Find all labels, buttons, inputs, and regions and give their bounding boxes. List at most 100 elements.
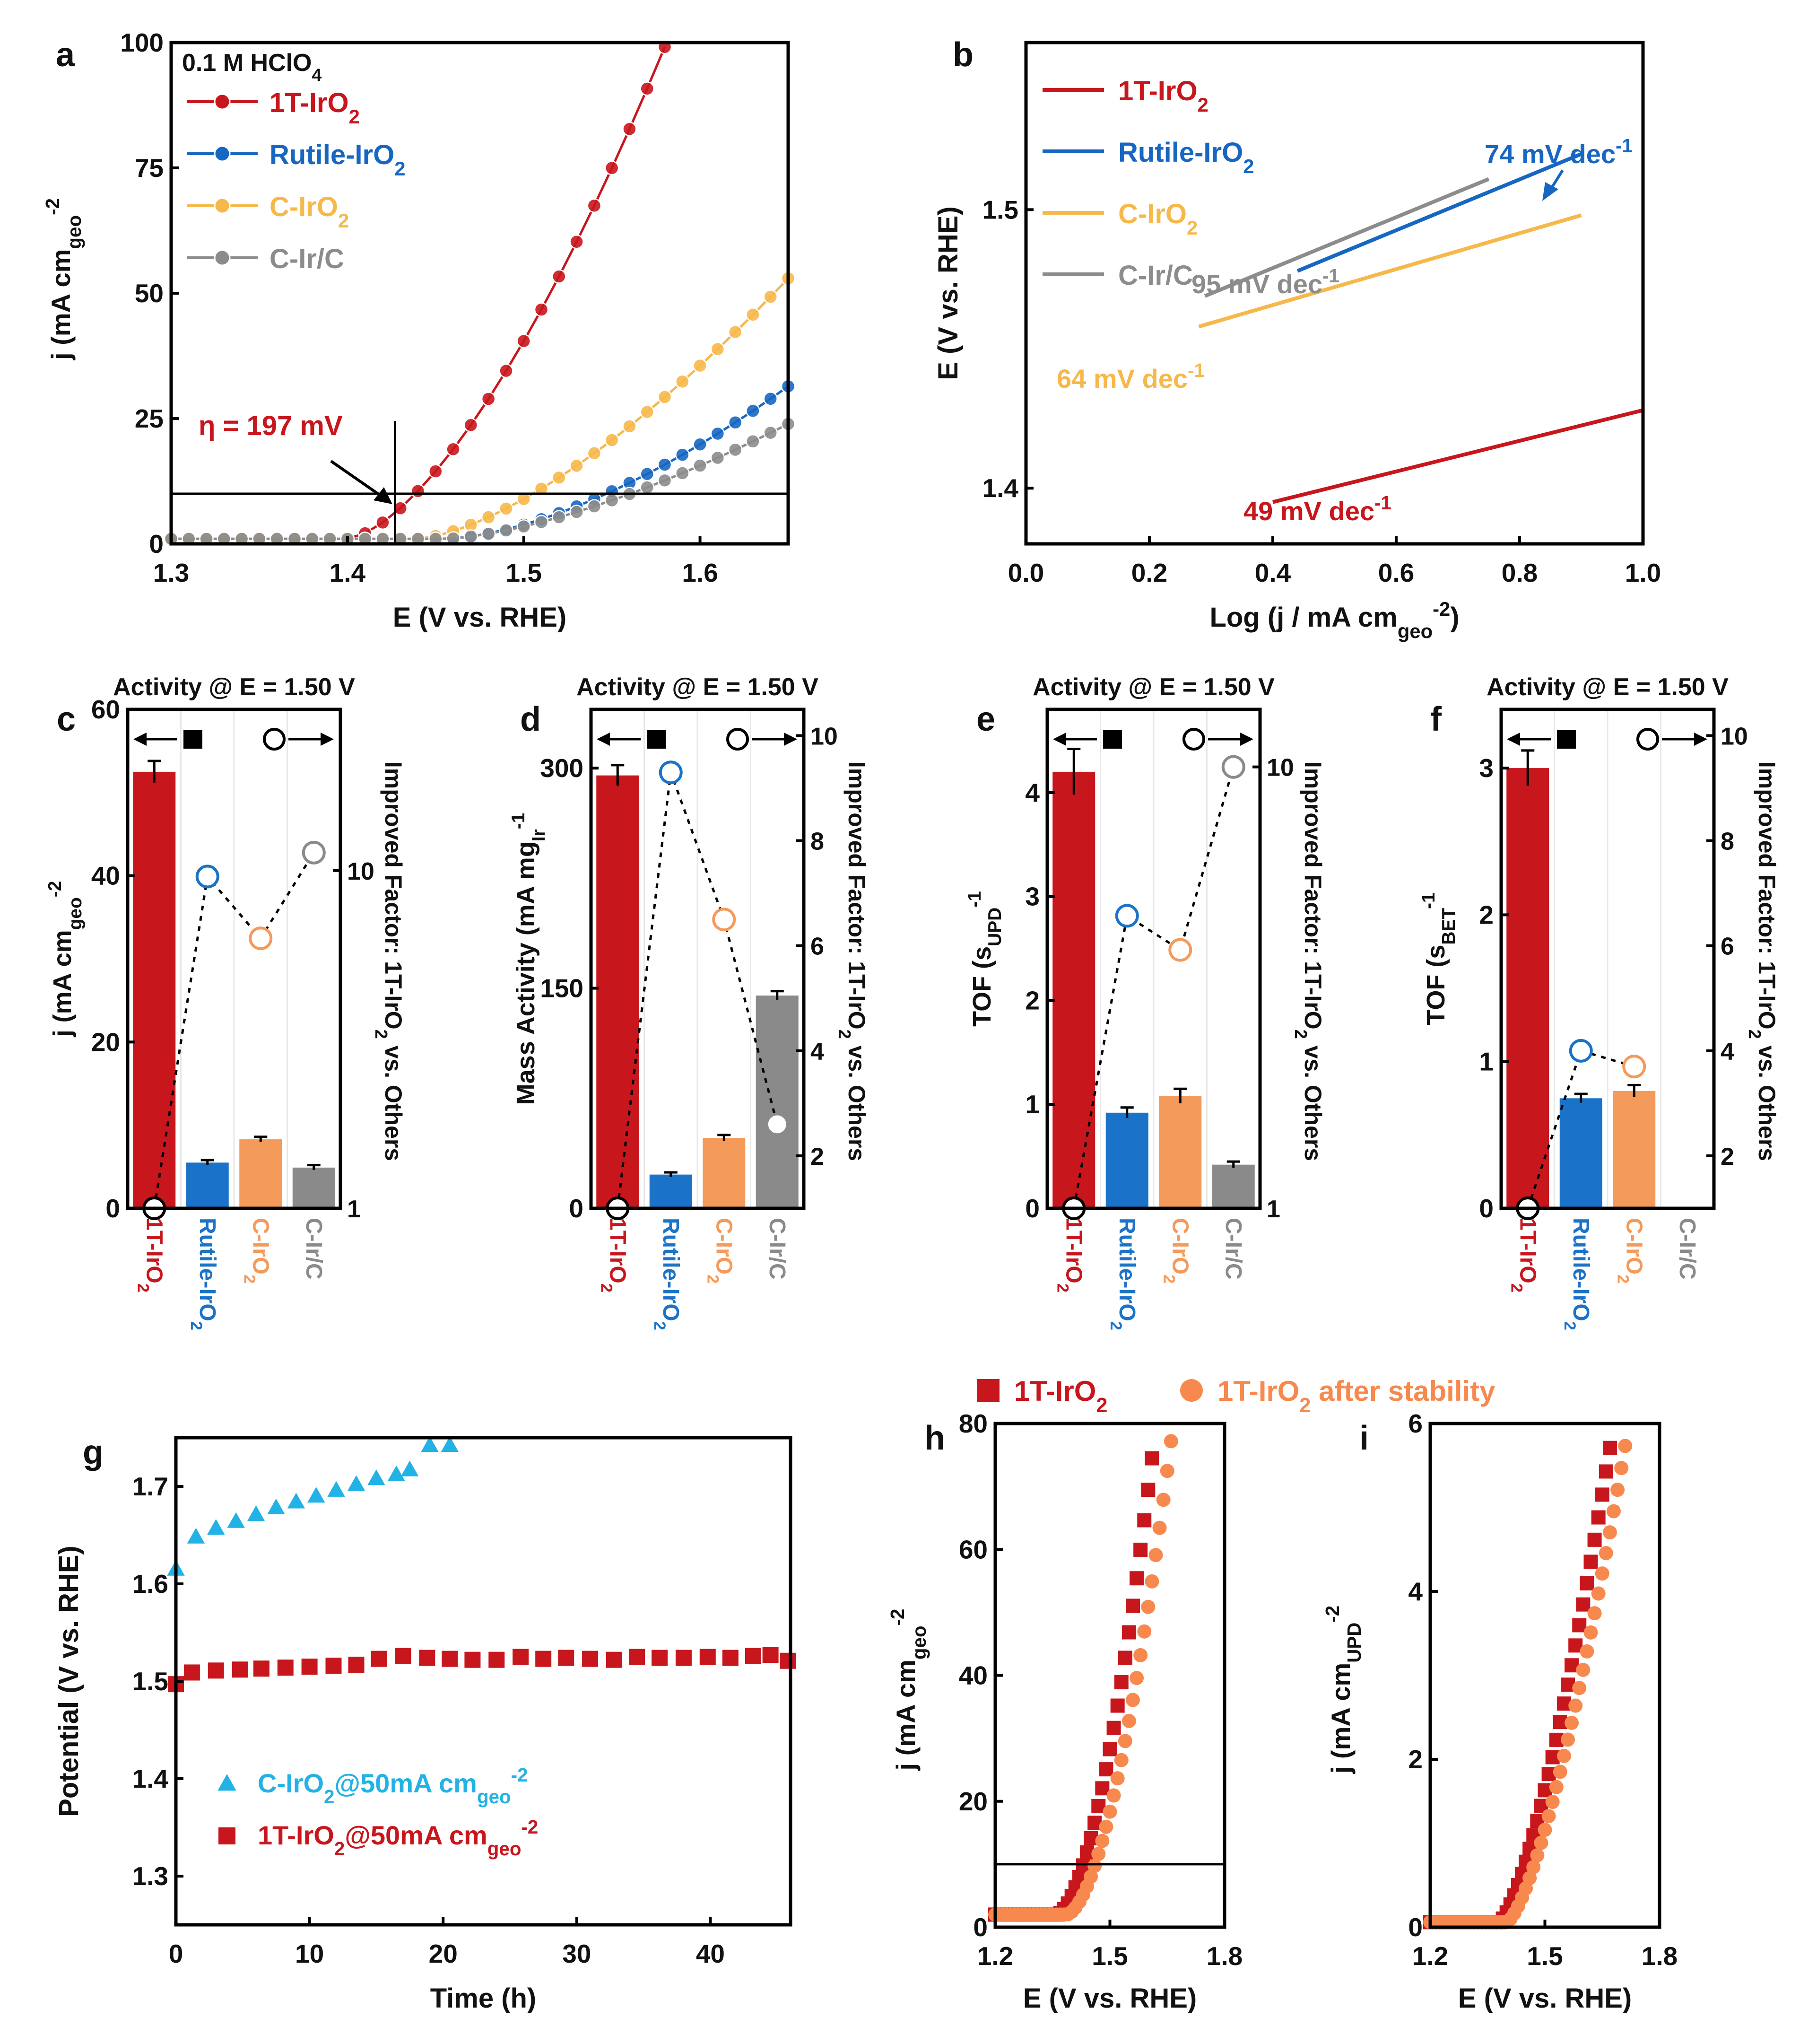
category-label: C-IrO2 <box>704 1218 736 1284</box>
plot-frame-g <box>174 1436 792 1927</box>
panel-label-g: g <box>83 1433 104 1471</box>
data-point <box>1526 1860 1541 1874</box>
y-tick-label: 0 <box>149 529 164 559</box>
bar-C-Ir/C <box>756 996 799 1208</box>
data-point <box>587 446 602 461</box>
data-point <box>1541 1809 1556 1824</box>
legend-marker <box>214 93 231 110</box>
data-point <box>481 526 496 541</box>
y-tick-label: 20 <box>91 1027 120 1057</box>
data-point <box>395 1648 411 1664</box>
data-point <box>1618 1439 1633 1453</box>
plot-frame-d <box>589 708 806 1210</box>
left-axis-square-marker <box>183 730 202 749</box>
y-tick-label: 1 <box>1025 1090 1040 1119</box>
data-point <box>513 1649 529 1665</box>
data-point <box>640 81 654 96</box>
data-point <box>1602 1525 1617 1540</box>
x-tick-label: 10 <box>295 1939 324 1968</box>
right-axis-arrowhead <box>321 733 334 746</box>
left-axis-arrowhead <box>133 733 147 746</box>
annotation-arrowhead <box>374 487 392 504</box>
improved-factor-marker <box>1221 755 1245 779</box>
data-point <box>606 1651 622 1668</box>
tafel-slope-label: 74 mV dec-1 <box>1485 135 1633 169</box>
data-point <box>1130 1571 1144 1586</box>
legend-label: 1T-IrO2 after stability <box>1217 1375 1495 1417</box>
category-label: C-IrO2 <box>240 1218 273 1284</box>
data-point <box>710 450 725 465</box>
data-point <box>1121 1625 1136 1640</box>
legend-label: Rutile-IrO2 <box>1118 137 1254 177</box>
plot-frame-h <box>993 1422 1226 1929</box>
data-point <box>728 415 743 430</box>
data-point <box>1114 1753 1129 1767</box>
electrolyte-note: 0.1 M HClO4 <box>182 49 322 85</box>
data-point <box>1576 1597 1591 1612</box>
bar-Rutile-IrO2 <box>1559 1098 1602 1208</box>
data-point <box>208 1662 224 1679</box>
tafel-slope-label: 95 mV dec-1 <box>1191 265 1339 299</box>
x-tick-label: 20 <box>429 1939 458 1968</box>
right-y-tick-label: 1 <box>347 1196 361 1223</box>
data-point <box>1595 1487 1609 1502</box>
data-point <box>1583 1555 1598 1569</box>
data-point <box>1145 1574 1159 1589</box>
panel-label-e: e <box>976 700 995 738</box>
data-point <box>693 358 707 373</box>
panel-label-h: h <box>924 1419 945 1457</box>
data-point <box>499 501 513 516</box>
category-label: 1T-IrO2 <box>597 1218 630 1293</box>
data-point <box>1541 1767 1556 1782</box>
panel-label-c: c <box>57 700 76 738</box>
data-point <box>1087 1859 1102 1873</box>
left-axis-square-marker <box>647 730 666 749</box>
data-point <box>371 1651 387 1667</box>
y-tick-label: 20 <box>959 1787 988 1816</box>
left-axis-square-marker <box>1103 730 1122 749</box>
data-point <box>207 1519 225 1535</box>
data-point <box>421 1436 439 1452</box>
plot-frame-c <box>126 708 342 1210</box>
legend-marker <box>218 1827 235 1844</box>
y-tick-label: 75 <box>135 153 164 183</box>
left-axis-square-marker <box>1557 730 1576 749</box>
bar-C-IrO2 <box>1159 1096 1202 1208</box>
data-point <box>604 161 619 175</box>
data-point <box>481 392 496 406</box>
data-point <box>1091 1847 1106 1861</box>
improved-factor-marker <box>659 760 683 785</box>
data-point <box>652 1650 668 1666</box>
legend-label: Rutile-IrO2 <box>270 140 405 180</box>
y-axis-label: j (mA cmgeo-2 <box>45 881 86 1038</box>
panel-label-a: a <box>56 36 75 74</box>
data-point <box>1118 1651 1132 1665</box>
x-tick-label: 1.8 <box>1642 1941 1678 1971</box>
data-point <box>367 1469 385 1485</box>
panel-label-f: f <box>1430 700 1442 738</box>
data-point <box>1576 1662 1591 1677</box>
data-point <box>1156 1493 1171 1507</box>
data-point <box>640 467 654 481</box>
data-point <box>301 1659 318 1675</box>
bar-C-Ir/C <box>292 1167 335 1208</box>
x-axis-label: E (V vs. RHE) <box>393 602 566 633</box>
data-point <box>183 1664 200 1681</box>
data-point <box>675 374 690 389</box>
legend-marker <box>214 197 231 214</box>
data-point <box>534 481 549 496</box>
x-tick-label: 0.8 <box>1502 558 1538 587</box>
data-point <box>552 510 566 524</box>
x-tick-label: 1.2 <box>977 1941 1013 1971</box>
y-tick-label: 0 <box>569 1194 583 1223</box>
x-tick-label: 1.5 <box>1527 1941 1563 1971</box>
legend-label: 1T-IrO2 <box>1014 1375 1107 1417</box>
legend-label: 1T-IrO2@50mA cmgeo-2 <box>258 1816 538 1860</box>
y-tick-label: 1.6 <box>132 1569 168 1599</box>
data-point <box>1599 1464 1613 1479</box>
y-tick-label: 1.7 <box>132 1472 168 1501</box>
right-axis-circle-marker <box>1636 728 1659 751</box>
data-point <box>1152 1520 1167 1535</box>
right-y-tick-label: 8 <box>1721 828 1734 856</box>
data-point <box>780 1652 796 1669</box>
